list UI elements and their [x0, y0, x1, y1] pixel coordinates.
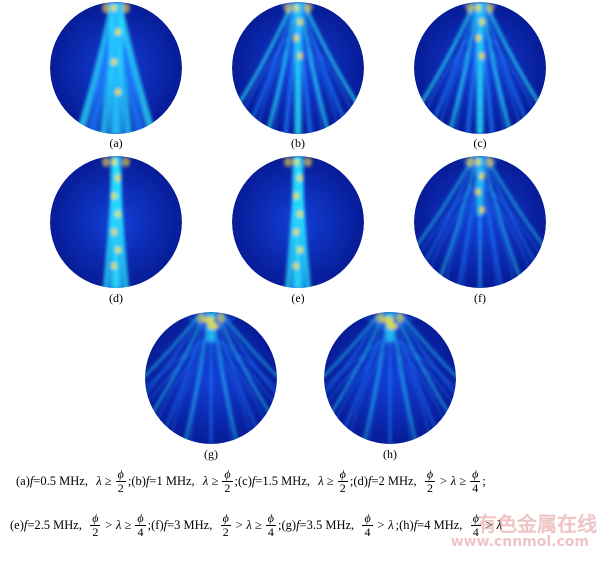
pattern-b: [232, 2, 364, 134]
panel-d: [50, 156, 182, 288]
pattern-e: [232, 156, 364, 288]
label-c: (c): [473, 136, 487, 150]
label-h: (h): [383, 447, 397, 461]
label-b: (b): [291, 136, 305, 150]
pattern-g: [145, 312, 277, 444]
caption-line-2: (e) f =2.5 MHz, ϕ 2 > λ ≥ ϕ 4; (f) f =3 MHz, …: [10, 511, 502, 539]
panel-f: [414, 156, 546, 288]
label-e: (e): [291, 291, 305, 305]
panel-b: [232, 2, 364, 134]
watermark: 有色金属在线: [477, 512, 597, 536]
label-d: (d): [109, 291, 123, 305]
pattern-c: [414, 2, 546, 134]
pattern-a: [50, 2, 182, 134]
panel-h: [324, 312, 456, 444]
pattern-d: [50, 156, 182, 288]
pattern-f: [414, 156, 546, 288]
panel-c: [414, 2, 546, 134]
label-f: (f): [474, 291, 486, 305]
label-a: (a): [109, 136, 123, 150]
label-g: (g): [204, 447, 218, 461]
panel-e: [232, 156, 364, 288]
panel-g: [145, 312, 277, 444]
pattern-h: [324, 312, 456, 444]
caption-line-1: (a) f =0.5 MHz, λ ≥ ϕ 2; (b) f =1 MHz, λ ≥ ϕ 2…: [16, 467, 486, 495]
panel-a: [50, 2, 182, 134]
figure-caption: (a) f =0.5 MHz, λ ≥ ϕ 2; (b) f =1 MHz, λ ≥ ϕ 2…: [0, 468, 603, 558]
watermark-url: www.cnnmol.com: [450, 534, 589, 550]
